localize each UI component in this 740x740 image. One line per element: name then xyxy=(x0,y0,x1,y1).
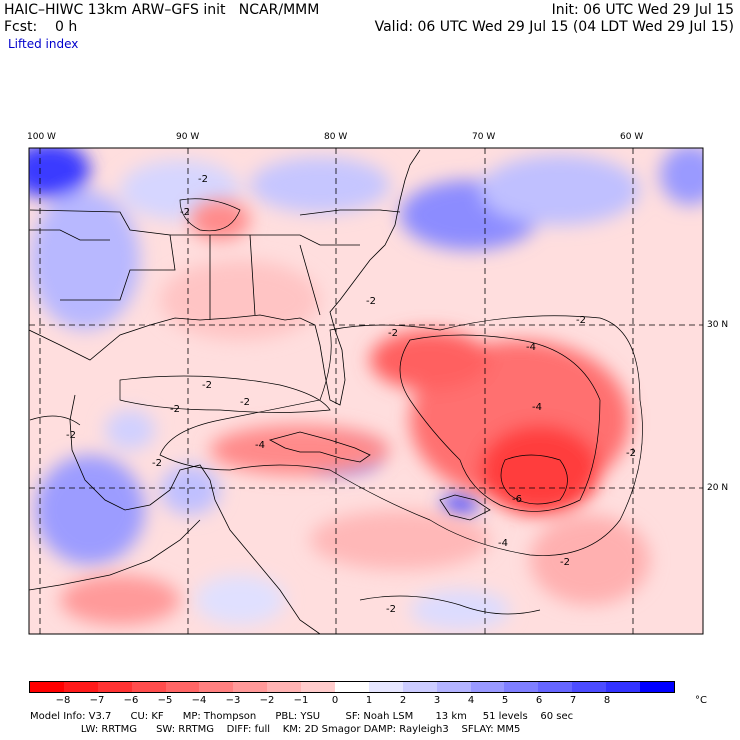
contour-label: -2 xyxy=(66,430,76,441)
colorbar-tick-label: −7 xyxy=(89,695,105,706)
contour-labels: -2 -2 -2 -2 -2 -2 -2 -2 -2 -4 -4 -4 -6 -… xyxy=(66,174,636,615)
colorbar xyxy=(29,681,675,693)
lat-label: 20 N xyxy=(707,483,729,493)
colorbar-tick-label: −5 xyxy=(157,695,173,706)
colorbar-segment xyxy=(436,682,471,692)
contour-label: -2 xyxy=(152,458,162,469)
colorbar-segment xyxy=(63,682,98,692)
contour-label: -4 xyxy=(526,342,536,353)
colorbar-segment xyxy=(131,682,166,692)
contour-label: -2 xyxy=(198,174,208,185)
contour-label: -6 xyxy=(512,494,522,505)
colorbar-tick-label: 4 xyxy=(467,695,475,706)
coastlines xyxy=(29,149,491,634)
colorbar-tick-label: 7 xyxy=(569,695,577,706)
colorbar-segment xyxy=(233,682,268,692)
colorbar-tick-label: 3 xyxy=(433,695,441,706)
colorbar-segment xyxy=(470,682,505,692)
init-time: Init: 06 UTC Wed 29 Jul 15 xyxy=(551,2,734,18)
colorbar-tick-label: 6 xyxy=(535,695,543,706)
colorbar-tick-label: −3 xyxy=(225,695,241,706)
colorbar-segment xyxy=(301,682,336,692)
contour-label: -2 xyxy=(240,397,250,408)
contour-label: -2 xyxy=(626,448,636,459)
contour-label: -2 xyxy=(388,328,398,339)
colorbar-segment xyxy=(504,682,539,692)
colorbar-segment xyxy=(368,682,403,692)
colorbar-segment xyxy=(335,682,369,692)
colorbar-segment xyxy=(199,682,234,692)
colorbar-tick-label: −2 xyxy=(259,695,275,706)
shaded-field xyxy=(29,148,703,634)
contour-label: -2 xyxy=(180,207,190,218)
model-info-line2: LW: RRTMG SW: RRTMG DIFF: full KM: 2D Sm… xyxy=(30,724,521,735)
contour-label: -2 xyxy=(560,557,570,568)
contour-label: -2 xyxy=(170,404,180,415)
contour-label: -2 xyxy=(576,315,586,326)
contour-label: -4 xyxy=(532,402,542,413)
forecast-hour: Fcst: 0 h xyxy=(4,19,78,35)
model-info-line1: Model Info: V3.7 CU: KF MP: Thompson PBL… xyxy=(30,711,574,722)
colorbar-tick-label: 5 xyxy=(501,695,509,706)
graticule xyxy=(29,148,703,634)
field-name: Lifted index xyxy=(8,37,79,51)
colorbar-tick-label: 0 xyxy=(331,695,339,706)
lon-label: 80 W xyxy=(324,132,348,142)
valid-time: Valid: 06 UTC Wed 29 Jul 15 (04 LDT Wed … xyxy=(374,19,734,35)
contour-label: -2 xyxy=(366,296,376,307)
colorbar-tick-label: 8 xyxy=(603,695,611,706)
colorbar-tick-label: 1 xyxy=(365,695,373,706)
colorbar-tick-label: −8 xyxy=(55,695,71,706)
colorbar-segment xyxy=(30,682,64,692)
lon-label: 90 W xyxy=(176,132,200,142)
contour-label: -2 xyxy=(386,604,396,615)
colorbar-unit: °C xyxy=(695,695,707,706)
lat-label: 30 N xyxy=(707,320,729,330)
contour-label: -4 xyxy=(255,440,265,451)
colorbar-segment xyxy=(402,682,437,692)
colorbar-tick-label: −1 xyxy=(293,695,309,706)
contours xyxy=(29,198,643,615)
colorbar-segment xyxy=(606,682,641,692)
colorbar-segment xyxy=(165,682,200,692)
lon-label: 100 W xyxy=(27,132,56,142)
colorbar-segment xyxy=(267,682,302,692)
colorbar-tick-label: −4 xyxy=(191,695,207,706)
colorbar-tick-label: 2 xyxy=(399,695,407,706)
lon-label: 70 W xyxy=(472,132,496,142)
contour-label: -2 xyxy=(202,380,212,391)
colorbar-segment xyxy=(640,682,674,692)
colorbar-segment xyxy=(538,682,573,692)
lon-label: 60 W xyxy=(620,132,644,142)
contour-label: -4 xyxy=(498,538,508,549)
map-frame xyxy=(28,147,704,635)
colorbar-segment xyxy=(97,682,132,692)
model-title: HAIC–HIWC 13km ARW–GFS init NCAR/MMM xyxy=(4,2,320,18)
colorbar-segment xyxy=(572,682,607,692)
colorbar-tick-label: −6 xyxy=(123,695,139,706)
